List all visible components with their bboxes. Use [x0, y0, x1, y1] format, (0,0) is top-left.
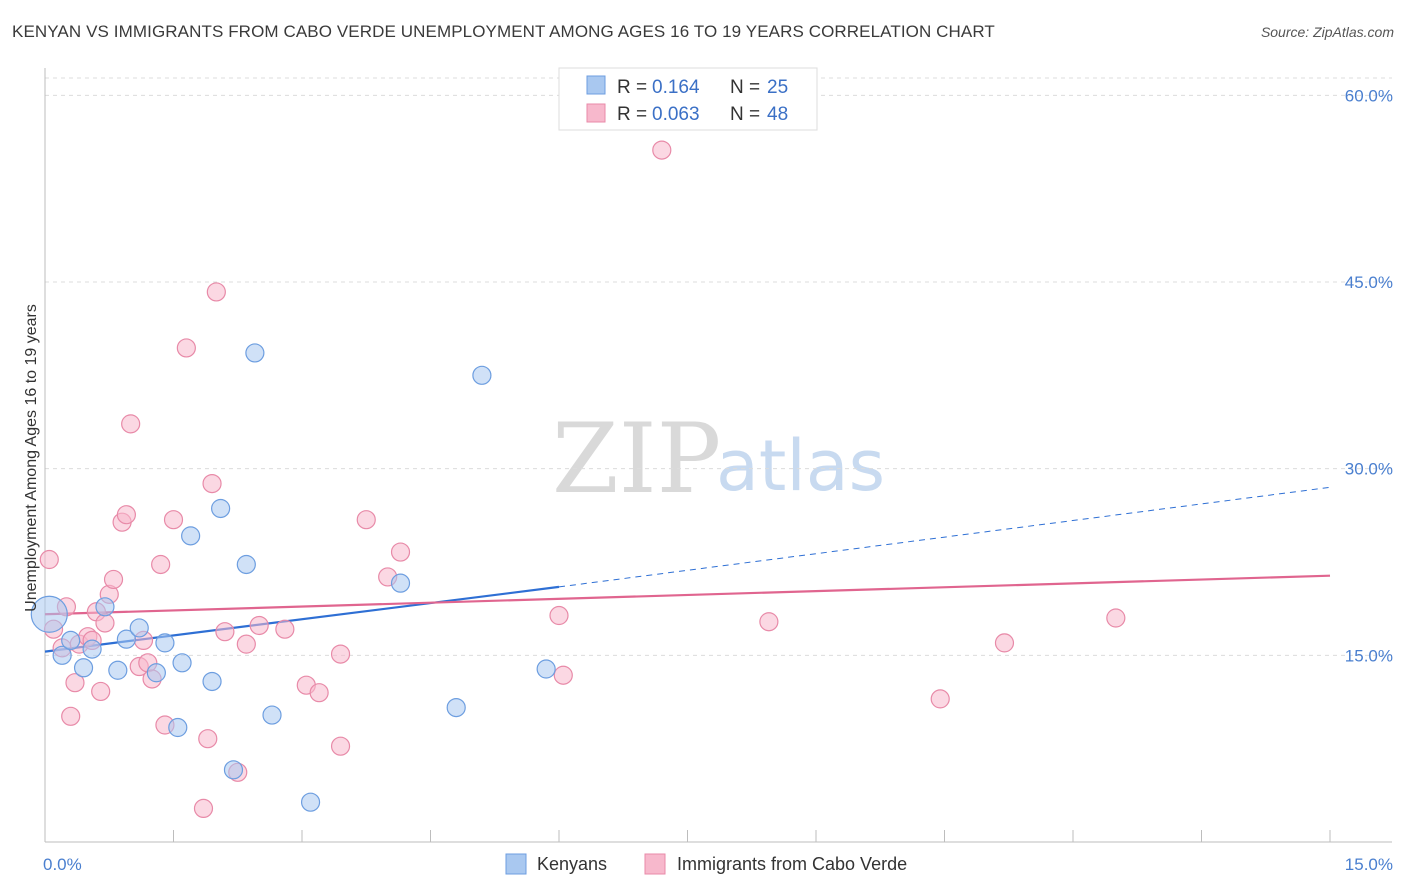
y-tick-labels: 15.0% 30.0% 45.0% 60.0%: [1345, 86, 1393, 665]
point-kenyans-7: [116, 629, 136, 649]
legend-r-value-kenyans: 0.164: [652, 77, 700, 98]
legend-r-label-kenyans: R =: [617, 77, 647, 98]
point-kenyans-0: [30, 595, 68, 633]
data-points: [30, 140, 1126, 819]
y-axis-label: Unemployment Among Ages 16 to 19 years: [23, 304, 40, 612]
point-cabo-verde-13: [103, 569, 124, 590]
point-kenyans-12: [172, 653, 192, 673]
point-kenyans-19: [262, 705, 282, 725]
point-kenyans-9: [146, 663, 166, 683]
point-cabo-verde-41: [549, 605, 569, 626]
point-kenyans-20: [300, 792, 321, 812]
legend-n-label-cabo-verde: N =: [730, 104, 760, 125]
point-kenyans-2: [61, 630, 81, 651]
point-cabo-verde-5: [65, 673, 85, 693]
point-cabo-verde-25: [193, 798, 214, 819]
trend-line-kenyans-extension: [558, 486, 1331, 588]
y-tick-label-3: 60.0%: [1345, 86, 1393, 105]
legend-r-label-cabo-verde: R =: [617, 104, 647, 125]
point-cabo-verde-44: [759, 612, 779, 632]
point-cabo-verde-21: [151, 554, 171, 575]
source-label: Source: ZipAtlas.com: [1260, 24, 1394, 40]
point-kenyans-5: [95, 597, 115, 617]
bottom-legend-swatch-kenyans: [505, 853, 527, 875]
point-cabo-verde-26: [198, 729, 218, 749]
bottom-legend-label-kenyans: Kenyans: [537, 854, 607, 874]
legend-swatch-kenyans: [586, 75, 606, 95]
x-tick-labels: 0.0% 15.0%: [43, 855, 1393, 874]
bottom-legend-label-cabo-verde: Immigrants from Cabo Verde: [677, 854, 907, 874]
y-tick-label-1: 30.0%: [1345, 460, 1393, 479]
chart-title: KENYAN VS IMMIGRANTS FROM CABO VERDE UNE…: [12, 22, 995, 41]
point-kenyans-15: [211, 498, 231, 519]
point-kenyans-3: [73, 658, 94, 678]
point-cabo-verde-38: [356, 510, 376, 530]
point-kenyans-23: [472, 365, 492, 385]
point-cabo-verde-36: [330, 736, 351, 756]
point-cabo-verde-33: [275, 619, 295, 639]
point-kenyans-8: [129, 618, 149, 638]
point-cabo-verde-45: [930, 689, 950, 709]
point-cabo-verde-40: [390, 542, 411, 562]
legend-swatch-cabo-verde: [586, 103, 606, 123]
point-cabo-verde-35: [309, 683, 329, 703]
x-tick-label-0: 0.0%: [43, 855, 82, 874]
bottom-legend: Kenyans Immigrants from Cabo Verde: [505, 853, 907, 875]
x-tick-label-1: 15.0%: [1345, 855, 1393, 874]
point-cabo-verde-43: [652, 140, 672, 160]
point-cabo-verde-27: [202, 474, 222, 494]
point-kenyans-6: [108, 660, 128, 680]
legend-n-value-kenyans: 25: [767, 77, 788, 98]
point-kenyans-10: [155, 633, 175, 653]
trend-line-cabo-verde: [44, 574, 1331, 616]
point-kenyans-21: [390, 573, 411, 593]
y-tick-label-2: 45.0%: [1345, 273, 1393, 292]
legend-n-value-cabo-verde: 48: [767, 104, 788, 125]
point-kenyans-22: [446, 697, 466, 718]
point-cabo-verde-32: [249, 615, 269, 636]
point-cabo-verde-37: [330, 644, 351, 664]
point-cabo-verde-4: [61, 706, 81, 726]
point-kenyans-17: [236, 554, 256, 575]
point-kenyans-16: [223, 760, 244, 780]
point-cabo-verde-31: [236, 634, 256, 654]
point-cabo-verde-28: [206, 282, 226, 302]
legend-box: R = 0.164 N = 25 R = 0.063 N = 48: [558, 67, 818, 131]
point-cabo-verde-29: [215, 622, 235, 642]
point-cabo-verde-42: [553, 665, 573, 685]
point-cabo-verde-47: [1106, 608, 1126, 628]
point-kenyans-11: [168, 717, 188, 738]
watermark-atlas: atlas: [716, 425, 885, 507]
point-kenyans-1: [52, 645, 72, 665]
watermark: ZIP atlas: [552, 403, 885, 515]
bottom-legend-swatch-cabo-verde: [644, 853, 666, 875]
point-cabo-verde-24: [176, 338, 196, 358]
legend-n-label-kenyans: N =: [730, 77, 760, 98]
point-cabo-verde-15: [116, 505, 136, 525]
point-cabo-verde-0: [39, 549, 59, 570]
legend-r-value-cabo-verde: 0.063: [652, 104, 700, 125]
point-kenyans-14: [202, 671, 222, 692]
watermark-zip: ZIP: [552, 403, 721, 515]
y-tick-label-0: 15.0%: [1345, 646, 1393, 665]
point-kenyans-13: [181, 526, 201, 546]
point-cabo-verde-10: [91, 681, 111, 702]
axes: [44, 68, 1392, 843]
point-kenyans-24: [536, 659, 556, 679]
point-cabo-verde-23: [163, 510, 184, 530]
point-cabo-verde-16: [121, 414, 141, 434]
point-cabo-verde-46: [994, 633, 1015, 653]
point-cabo-verde-11: [95, 613, 115, 633]
point-kenyans-18: [245, 343, 265, 363]
point-kenyans-4: [82, 639, 102, 659]
